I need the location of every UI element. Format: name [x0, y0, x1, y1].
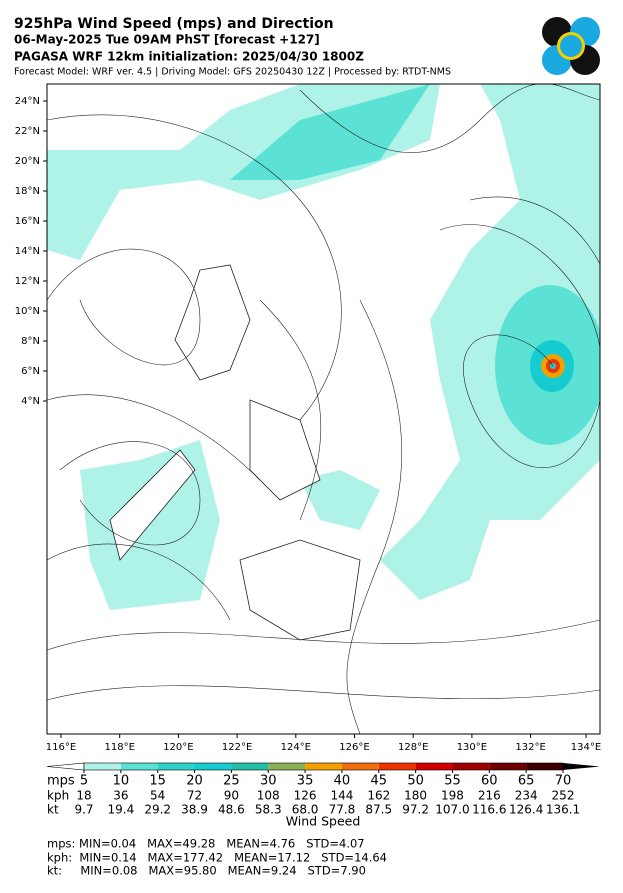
lat-label: 8°N: [21, 336, 40, 347]
lat-label: 12°N: [15, 276, 40, 287]
kph-label: 180: [404, 789, 427, 803]
mps-label: 55: [444, 774, 461, 789]
mps-label: 50: [407, 774, 424, 789]
colorbar-segment: [305, 763, 342, 770]
lon-label: 130°E: [457, 742, 487, 753]
lat-label: 24°N: [15, 96, 40, 107]
lon-label: 124°E: [281, 742, 311, 753]
colorbar-frame: [83, 762, 564, 771]
stats-line: kt: MIN=0.08 MAX=95.80 MEAN=9.24 STD=7.9…: [47, 864, 366, 878]
colorbar-segment: [231, 763, 269, 770]
kph-label: 216: [478, 789, 501, 803]
kph-label: 252: [552, 789, 575, 803]
row-name: kph: [47, 789, 69, 803]
lat-label: 16°N: [15, 216, 40, 227]
mps-label: 10: [113, 774, 130, 789]
colorbar-segment: [452, 763, 490, 770]
kt-label: 107.0: [435, 803, 469, 817]
mps-label: 35: [297, 774, 314, 789]
map-frame: [46, 83, 601, 735]
lat-label: 20°N: [15, 156, 40, 167]
kt-label: 77.8: [329, 803, 356, 817]
stats-line: mps: MIN=0.04 MAX=49.28 MEAN=4.76 STD=4.…: [47, 837, 365, 851]
lon-label: 126°E: [339, 742, 369, 753]
kph-label: 72: [187, 789, 202, 803]
kt-label: 48.6: [218, 803, 245, 817]
kph-label: 234: [515, 789, 538, 803]
subtitle: PAGASA WRF 12km initialization: 2025/04/…: [14, 50, 364, 64]
kt-label: 126.4: [509, 803, 543, 817]
mps-label: 45: [370, 774, 387, 789]
kph-label: 36: [113, 789, 128, 803]
lat-label: 6°N: [21, 366, 40, 377]
lon-label: 120°E: [163, 742, 193, 753]
kt-label: 116.6: [472, 803, 506, 817]
kph-label: 54: [150, 789, 165, 803]
colorbar-segment: [84, 763, 121, 770]
kt-label: 9.7: [74, 803, 93, 817]
lon-label: 116°E: [46, 742, 76, 753]
lat-label: 4°N: [21, 396, 40, 407]
kt-label: 38.9: [181, 803, 208, 817]
mps-label: 5: [80, 774, 88, 789]
lat-label: 18°N: [15, 186, 40, 197]
kph-label: 144: [330, 789, 353, 803]
lon-label: 118°E: [104, 742, 134, 753]
stats-line: kph: MIN=0.14 MAX=177.42 MEAN=17.12 STD=…: [47, 851, 387, 865]
kph-label: 126: [294, 789, 317, 803]
kt-label: 19.4: [107, 803, 134, 817]
lat-label: 22°N: [15, 126, 40, 137]
kt-label: 29.2: [144, 803, 171, 817]
mps-label: 60: [481, 774, 498, 789]
kph-label: 18: [76, 789, 91, 803]
kph-label: 198: [441, 789, 464, 803]
colorbar-segment: [526, 763, 563, 770]
mps-label: 25: [223, 774, 240, 789]
colorbar-segment: [489, 763, 527, 770]
mps-label: 15: [149, 774, 166, 789]
title: 925hPa Wind Speed (mps) and Direction: [14, 16, 334, 32]
kt-label: 87.5: [365, 803, 392, 817]
colorbar-segment: [268, 763, 306, 770]
mps-label: 40: [334, 774, 351, 789]
lon-label: 122°E: [222, 742, 252, 753]
kph-label: 90: [224, 789, 239, 803]
colorbar-over: [563, 763, 600, 770]
kt-label: 58.3: [255, 803, 282, 817]
subtitle: 06-May-2025 Tue 09AM PhST [forecast +127…: [14, 33, 320, 47]
map-area: [47, 84, 600, 734]
lat-label: 14°N: [15, 246, 40, 257]
mps-label: 20: [186, 774, 203, 789]
colorbar-segment: [415, 763, 453, 770]
kph-label: 162: [367, 789, 390, 803]
row-name: kt: [47, 803, 59, 817]
lat-label: 10°N: [15, 306, 40, 317]
colorbar-label: Wind Speed: [286, 814, 361, 829]
colorbar-segment: [341, 763, 379, 770]
mps-label: 65: [518, 774, 535, 789]
lon-label: 132°E: [515, 742, 545, 753]
logo: [542, 17, 600, 75]
colorbar-segment: [378, 763, 416, 770]
colorbar-under: [46, 762, 85, 771]
kt-label: 97.2: [402, 803, 429, 817]
lon-label: 134°E: [571, 742, 601, 753]
kph-label: 108: [257, 789, 280, 803]
mps-label: 30: [260, 774, 277, 789]
row-name: mps: [47, 774, 75, 789]
colorbar-segment: [157, 763, 195, 770]
colorbar-segment: [120, 763, 158, 770]
colorbar-segment: [194, 763, 232, 770]
kt-label: 136.1: [546, 803, 580, 817]
mps-label: 70: [555, 774, 572, 789]
lon-label: 128°E: [398, 742, 428, 753]
credits: Forecast Model: WRF ver. 4.5 | Driving M…: [14, 67, 451, 78]
kt-label: 68.0: [292, 803, 319, 817]
